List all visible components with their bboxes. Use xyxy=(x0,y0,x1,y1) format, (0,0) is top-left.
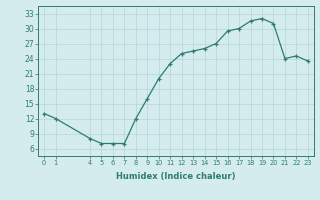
X-axis label: Humidex (Indice chaleur): Humidex (Indice chaleur) xyxy=(116,172,236,181)
